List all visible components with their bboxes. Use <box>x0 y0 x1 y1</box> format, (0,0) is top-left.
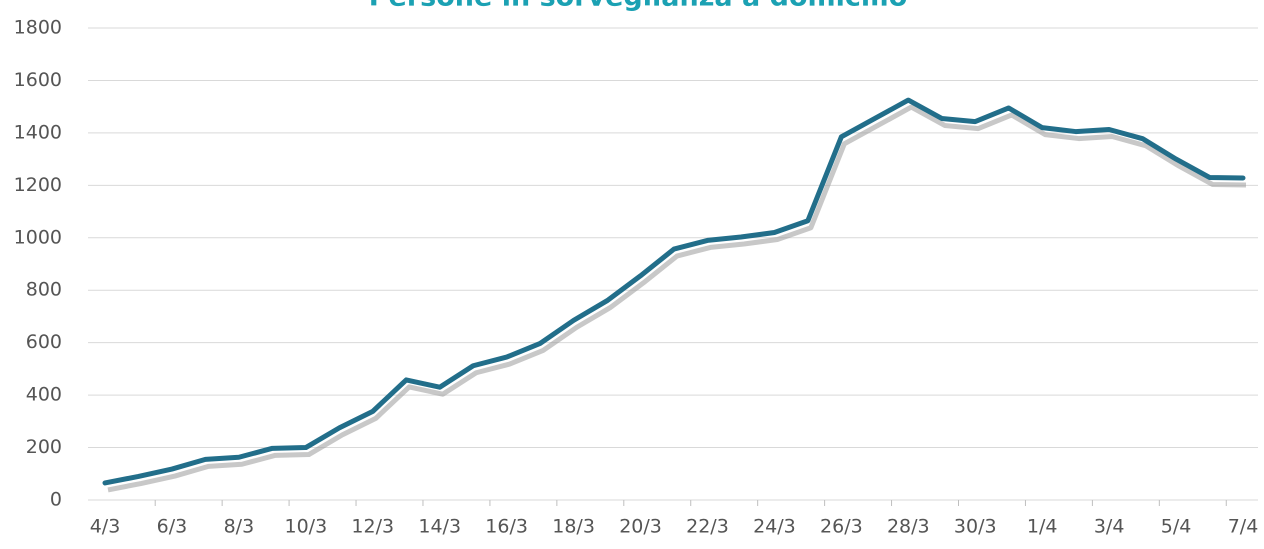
x-tick-label: 5/4 <box>1161 516 1192 538</box>
x-tick-label: 12/3 <box>351 516 394 538</box>
x-tick-label: 20/3 <box>619 516 662 538</box>
x-tick-label: 3/4 <box>1094 516 1125 538</box>
x-tick-label: 24/3 <box>753 516 796 538</box>
x-tick-label: 18/3 <box>552 516 595 538</box>
y-tick-label: 1600 <box>14 69 62 91</box>
x-tick-label: 28/3 <box>887 516 930 538</box>
y-tick-label: 200 <box>26 436 62 458</box>
y-tick-label: 600 <box>26 331 62 353</box>
x-tick-label: 14/3 <box>418 516 461 538</box>
y-tick-label: 400 <box>26 384 62 406</box>
y-tick-label: 800 <box>26 279 62 301</box>
x-tick-label: 30/3 <box>954 516 997 538</box>
x-tick-label: 6/3 <box>157 516 188 538</box>
x-tick-label: 26/3 <box>820 516 863 538</box>
x-tick-label: 22/3 <box>686 516 729 538</box>
y-tick-label: 1000 <box>14 226 62 248</box>
x-tick-label: 4/3 <box>90 516 121 538</box>
chart-title: Persone in sorveglianza a domicilio <box>369 0 908 13</box>
line-shadow <box>107 104 1247 493</box>
x-tick-label: 1/4 <box>1027 516 1058 538</box>
x-tick-label: 16/3 <box>485 516 528 538</box>
y-tick-label: 1200 <box>14 174 62 196</box>
x-tick-label: 8/3 <box>224 516 255 538</box>
y-tick-label: 1800 <box>14 17 62 39</box>
x-tick-label: 7/4 <box>1228 516 1259 538</box>
x-tick-label: 10/3 <box>284 516 327 538</box>
y-tick-label: 0 <box>50 489 62 511</box>
series-line <box>102 97 1246 486</box>
y-tick-label: 1400 <box>14 121 62 143</box>
